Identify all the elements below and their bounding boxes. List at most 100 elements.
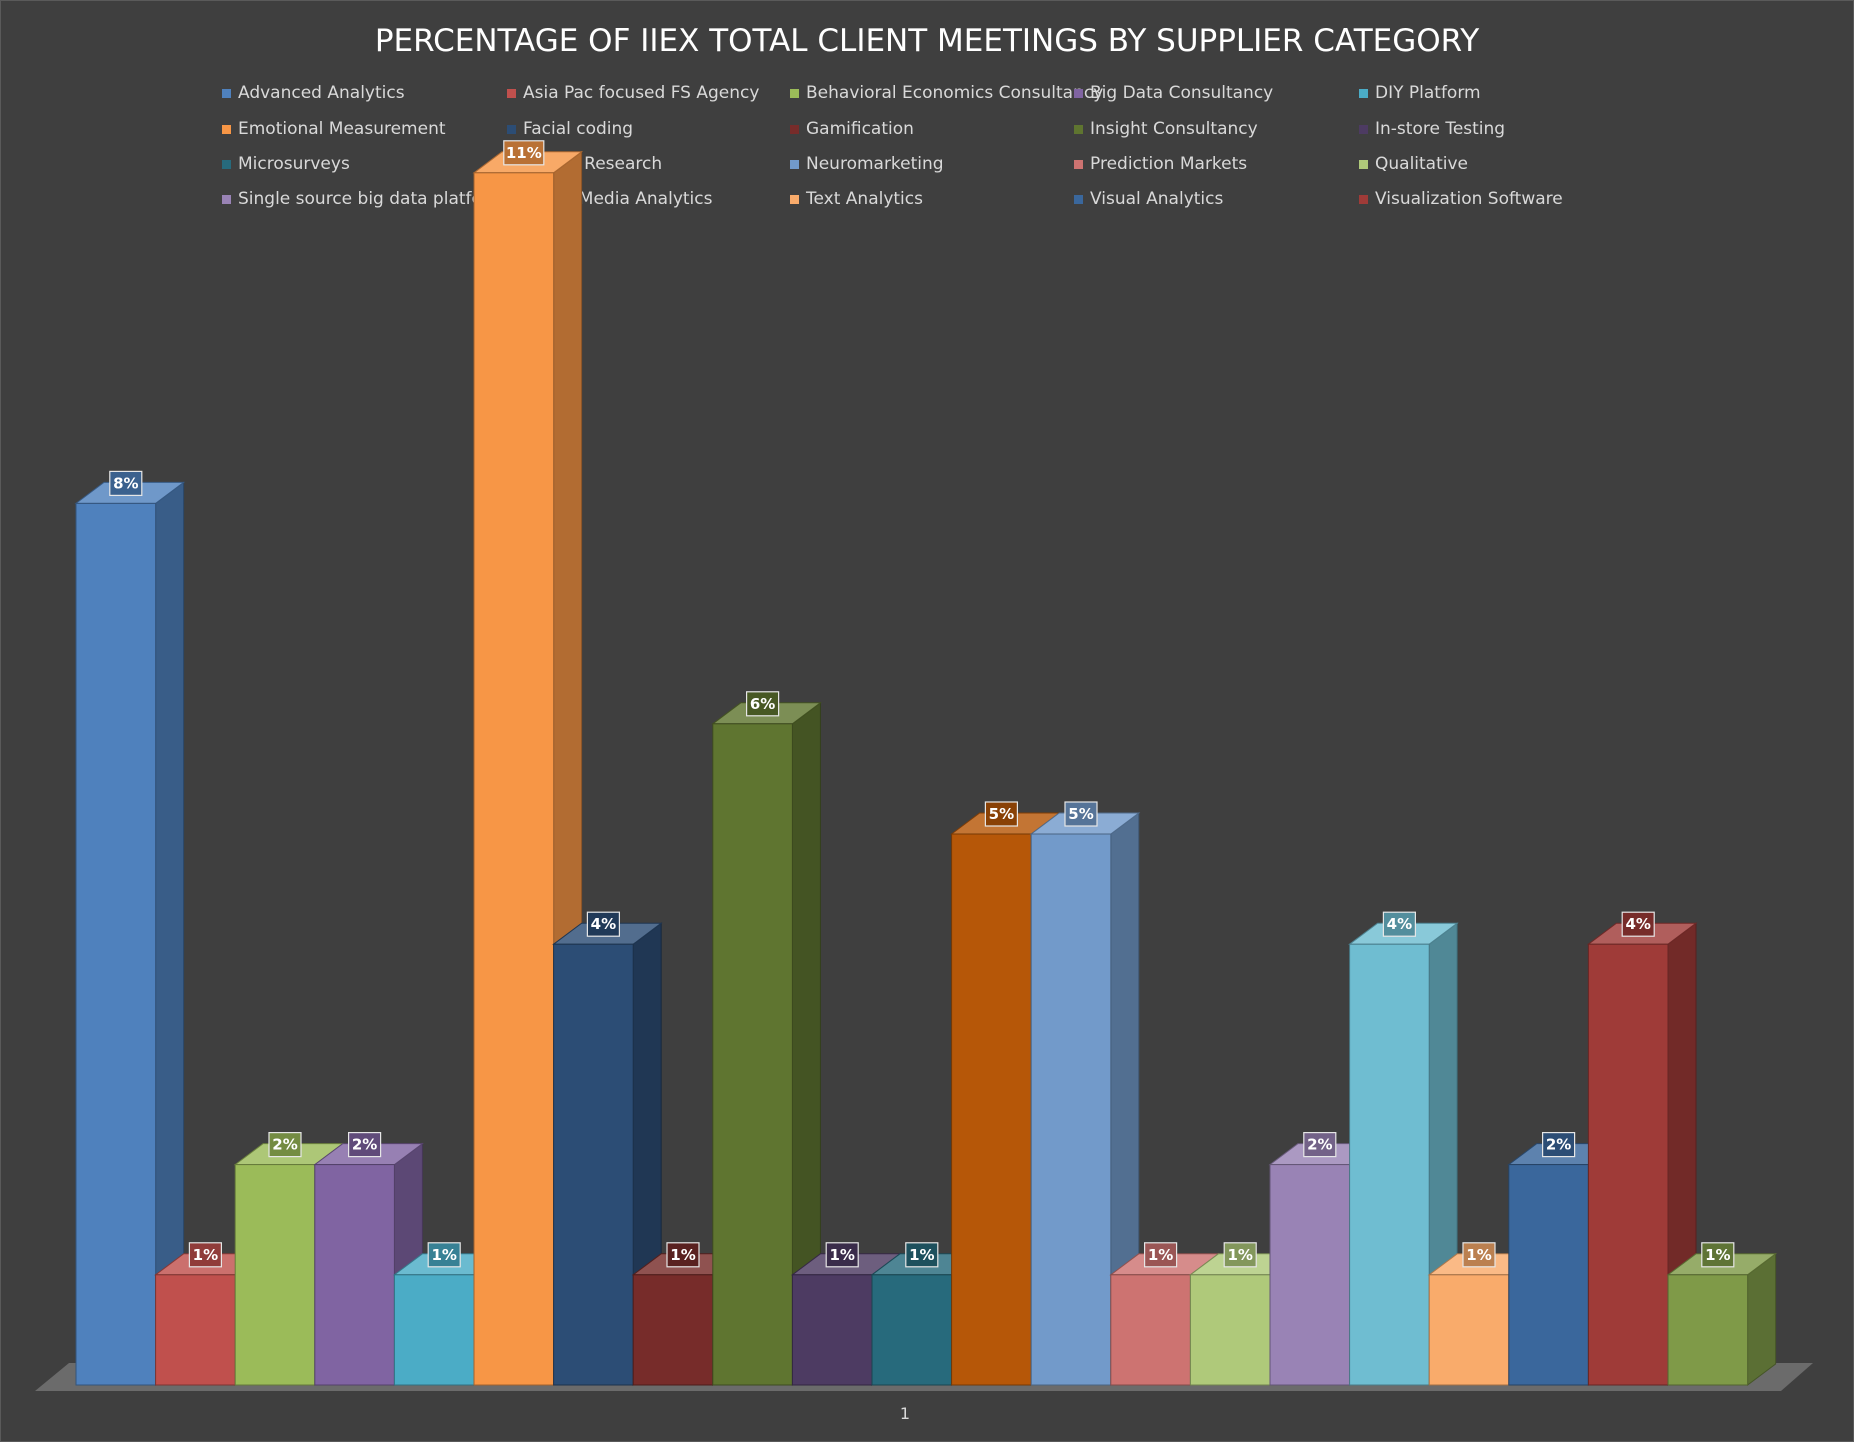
legend-swatch [1359,89,1368,98]
data-label-diy-platform-4: 1% [427,1242,461,1268]
data-label-box [666,1242,700,1268]
legend-label: Prediction Markets [1090,154,1247,174]
legend-label: Asia Pac focused FS Agency [523,83,759,103]
data-label-text: 4% [591,915,616,933]
data-label-in-store-testing-9: 1% [825,1242,859,1268]
bar-front [712,723,793,1386]
bar-insight-consultancy-8 [711,701,822,1386]
data-label-box [1382,911,1417,937]
data-label-behavioral-economics-consultancy-2: 2% [268,1131,302,1158]
legend-item-single-source-big-data-platform-15: Single source big data platform [222,189,505,209]
legend-label: In-store Testing [1375,119,1505,139]
bar-front [393,1274,475,1386]
legend-item-in-store-testing-9: In-store Testing [1359,119,1505,139]
data-label-text: 1% [1227,1246,1252,1264]
data-label-box [1143,1242,1178,1268]
data-label-asia-pac-focused-fs-agency-1: 1% [188,1242,222,1268]
legend-swatch [222,89,231,98]
bar-front [155,1274,236,1386]
data-label-text: 1% [431,1246,456,1264]
data-label-text: 4% [1387,915,1412,933]
data-label-single-source-big-data-platform-15: 2% [1303,1131,1337,1158]
legend-swatch [1074,160,1083,169]
legend-item-text-analytics-17: Text Analytics [790,189,923,209]
data-label-text: 1% [1466,1246,1491,1264]
bar-front [1110,1274,1191,1386]
bar-advanced-analytics-0 [74,481,186,1386]
data-label-box [984,801,1019,827]
data-label-text: 6% [750,695,775,713]
data-label-text: 5% [1068,805,1093,823]
bar-front [632,1274,714,1386]
legend-label: Gamification [806,119,914,139]
legend-item-gamification-7: Gamification [790,119,914,139]
legend: Advanced Analytics Asia Pac focused FS Ag… [222,83,1563,209]
data-label-facial-coding-6: 4% [586,911,621,937]
data-label-box [1064,801,1098,827]
legend-swatch [1359,195,1368,204]
bar-side [155,481,185,1386]
legend-item-advanced-analytics-0: Advanced Analytics [222,83,405,103]
bar-front [234,1164,316,1386]
bar-front [1349,943,1430,1386]
bar-front [1508,1164,1589,1386]
legend-label: Text Analytics [805,189,923,209]
legend-label: Microsurveys [238,154,350,174]
bar-front [871,1274,953,1386]
bar-front [1189,1274,1271,1386]
data-label-big-data-consultancy-3: 2% [348,1131,382,1158]
data-label-text: 2% [1307,1136,1332,1154]
data-label-box [188,1242,222,1268]
data-label-text: 2% [1546,1136,1571,1154]
legend-item-asia-pac-focused-fs-agency-1: Asia Pac focused FS Agency [507,83,759,103]
data-label-neuromarketing-12: 5% [1064,801,1098,827]
chart-title: PERCENTAGE OF IIEX TOTAL CLIENT MEETINGS… [375,23,1479,59]
data-label-unnamed-20: 1% [1701,1242,1735,1268]
data-label-text: 1% [1705,1246,1730,1264]
legend-item-diy-platform-4: DIY Platform [1359,83,1481,103]
legend-item-behavioral-economics-consultancy-2: Behavioral Economics Consultancy [790,83,1103,103]
legend-swatch [790,195,799,204]
legend-item-prediction-markets-13: Prediction Markets [1074,154,1247,174]
legend-item-qualitative-14: Qualitative [1359,154,1468,174]
legend-item-microsurveys-10: Microsurveys [222,154,350,174]
data-label-box [905,1242,939,1268]
data-label-text: 8% [113,474,138,492]
data-label-box [1701,1242,1735,1268]
bars-group [74,150,1778,1386]
legend-label: Big Data Consultancy [1090,83,1273,103]
bar-front [75,502,157,1386]
legend-label: Visual Analytics [1090,189,1223,209]
legend-item-big-data-consultancy-3: Big Data Consultancy [1074,83,1273,103]
legend-label: Behavioral Economics Consultancy [806,83,1103,103]
legend-swatch [222,160,231,169]
legend-item-visualization-software-19: Visualization Software [1359,189,1563,209]
data-label-emotional-measurement-5: 11% [503,140,545,166]
data-label-qualitative-14: 1% [1223,1242,1257,1268]
data-label-box [586,911,621,937]
data-label-box [503,140,545,166]
legend-swatch [790,125,799,134]
data-label-mobile-research-11: 5% [984,801,1019,827]
data-label-text: 2% [352,1136,377,1154]
bar-front [1030,833,1112,1386]
bar-front [1587,943,1669,1386]
data-label-visual-analytics-18: 2% [1541,1131,1576,1158]
legend-item-facial-coding-6: Facial coding [507,119,633,139]
data-label-text: 1% [829,1246,854,1264]
data-label-text: 4% [1625,915,1650,933]
bar-front [1667,1274,1749,1386]
legend-swatch [1359,160,1368,169]
legend-swatch [1074,195,1083,204]
data-label-gamification-7: 1% [666,1242,700,1268]
data-label-social-media-analytics-16: 4% [1382,911,1417,937]
data-label-box [825,1242,859,1268]
data-label-box [348,1131,382,1158]
bar-front [1428,1274,1510,1386]
bar-neuromarketing-12 [1029,812,1141,1386]
data-label-text: 2% [272,1136,297,1154]
bar-front [314,1164,395,1386]
bar-front [553,943,634,1386]
